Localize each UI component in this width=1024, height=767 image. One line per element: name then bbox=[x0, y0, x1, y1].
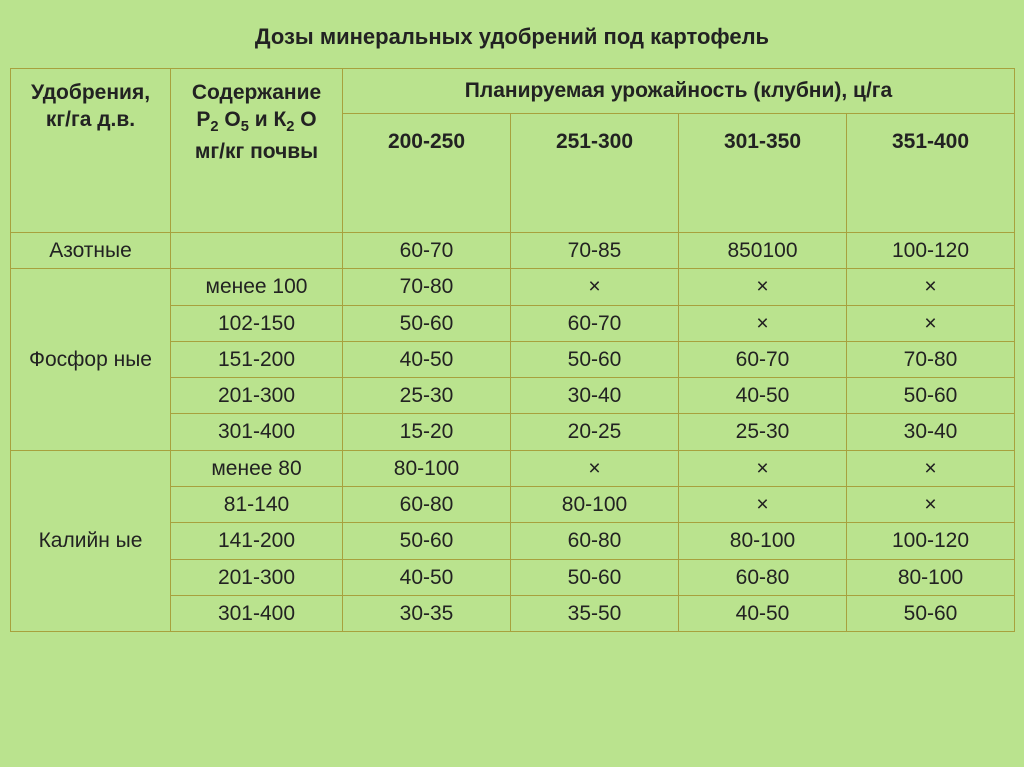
cell-value: 15-20 bbox=[343, 414, 511, 450]
cell-value: 80-100 bbox=[847, 559, 1015, 595]
cell-value: 50-60 bbox=[847, 378, 1015, 414]
group-phosphorus: Фосфор ные bbox=[11, 269, 171, 450]
cell-value: × bbox=[679, 269, 847, 305]
cell-value: 70-80 bbox=[847, 341, 1015, 377]
hdr-content: Содержание Р2 О5 и К2 О мг/кг почвы bbox=[171, 69, 343, 233]
cell-content: менее 100 bbox=[171, 269, 343, 305]
hdr-yield-2: 301-350 bbox=[679, 114, 847, 233]
cell-value: × bbox=[847, 269, 1015, 305]
cell-value: 40-50 bbox=[343, 341, 511, 377]
cell-value: 50-60 bbox=[343, 523, 511, 559]
dosage-table: Удобрения, кг/га д.в. Содержание Р2 О5 и… bbox=[10, 68, 1015, 632]
cell-value: 80-100 bbox=[511, 487, 679, 523]
cell-value: 35-50 bbox=[511, 595, 679, 631]
hdr-yield-1: 251-300 bbox=[511, 114, 679, 233]
hdr-fertilizer: Удобрения, кг/га д.в. bbox=[11, 69, 171, 233]
cell-value: × bbox=[679, 305, 847, 341]
hdr-yield-0: 200-250 bbox=[343, 114, 511, 233]
cell-content: 201-300 bbox=[171, 378, 343, 414]
cell-value: 20-25 bbox=[511, 414, 679, 450]
cell-content: 102-150 bbox=[171, 305, 343, 341]
cell-content: 301-400 bbox=[171, 414, 343, 450]
cell-value: 50-60 bbox=[511, 559, 679, 595]
hdr-content-line1: Содержание bbox=[192, 81, 321, 104]
cell-value: 50-60 bbox=[847, 595, 1015, 631]
table-row: Фосфор ные менее 100 70-80 × × × bbox=[11, 269, 1015, 305]
cell-content bbox=[171, 233, 343, 269]
hdr-yield-3: 351-400 bbox=[847, 114, 1015, 233]
cell-value: 30-40 bbox=[847, 414, 1015, 450]
cell-value: 100-120 bbox=[847, 523, 1015, 559]
cell-value: 40-50 bbox=[343, 559, 511, 595]
cell-value: × bbox=[847, 305, 1015, 341]
cell-value: 80-100 bbox=[343, 450, 511, 486]
cell-value: × bbox=[679, 487, 847, 523]
hdr-content-line2: мг/кг почвы bbox=[195, 140, 318, 163]
cell-value: 60-80 bbox=[511, 523, 679, 559]
cell-value: 50-60 bbox=[511, 341, 679, 377]
cell-value: × bbox=[847, 487, 1015, 523]
cell-value: 850100 bbox=[679, 233, 847, 269]
cell-value: 30-40 bbox=[511, 378, 679, 414]
cell-value: 70-85 bbox=[511, 233, 679, 269]
cell-content: 81-140 bbox=[171, 487, 343, 523]
hdr-content-formula: Р2 О5 и К2 О bbox=[196, 108, 316, 131]
cell-content: 201-300 bbox=[171, 559, 343, 595]
cell-value: 60-70 bbox=[511, 305, 679, 341]
cell-value: 25-30 bbox=[343, 378, 511, 414]
group-potassium: Калийн ые bbox=[11, 450, 171, 631]
cell-value: × bbox=[679, 450, 847, 486]
cell-value: × bbox=[511, 269, 679, 305]
page-title: Дозы минеральных удобрений под картофель bbox=[10, 24, 1014, 50]
cell-value: 40-50 bbox=[679, 378, 847, 414]
table-row: Калийн ые менее 80 80-100 × × × bbox=[11, 450, 1015, 486]
cell-value: 60-80 bbox=[679, 559, 847, 595]
cell-value: 40-50 bbox=[679, 595, 847, 631]
cell-value: 70-80 bbox=[343, 269, 511, 305]
cell-value: 100-120 bbox=[847, 233, 1015, 269]
cell-content: 151-200 bbox=[171, 341, 343, 377]
cell-value: 60-70 bbox=[679, 341, 847, 377]
cell-value: × bbox=[511, 450, 679, 486]
cell-value: 60-80 bbox=[343, 487, 511, 523]
table-row: Азотные 60-70 70-85 850100 100-120 bbox=[11, 233, 1015, 269]
cell-value: 30-35 bbox=[343, 595, 511, 631]
group-nitrogen: Азотные bbox=[11, 233, 171, 269]
cell-content: 141-200 bbox=[171, 523, 343, 559]
cell-content: 301-400 bbox=[171, 595, 343, 631]
cell-value: 25-30 bbox=[679, 414, 847, 450]
cell-value: × bbox=[847, 450, 1015, 486]
cell-content: менее 80 bbox=[171, 450, 343, 486]
cell-value: 50-60 bbox=[343, 305, 511, 341]
cell-value: 60-70 bbox=[343, 233, 511, 269]
cell-value: 80-100 bbox=[679, 523, 847, 559]
hdr-yield-span: Планируемая урожайность (клубни), ц/га bbox=[343, 69, 1015, 114]
